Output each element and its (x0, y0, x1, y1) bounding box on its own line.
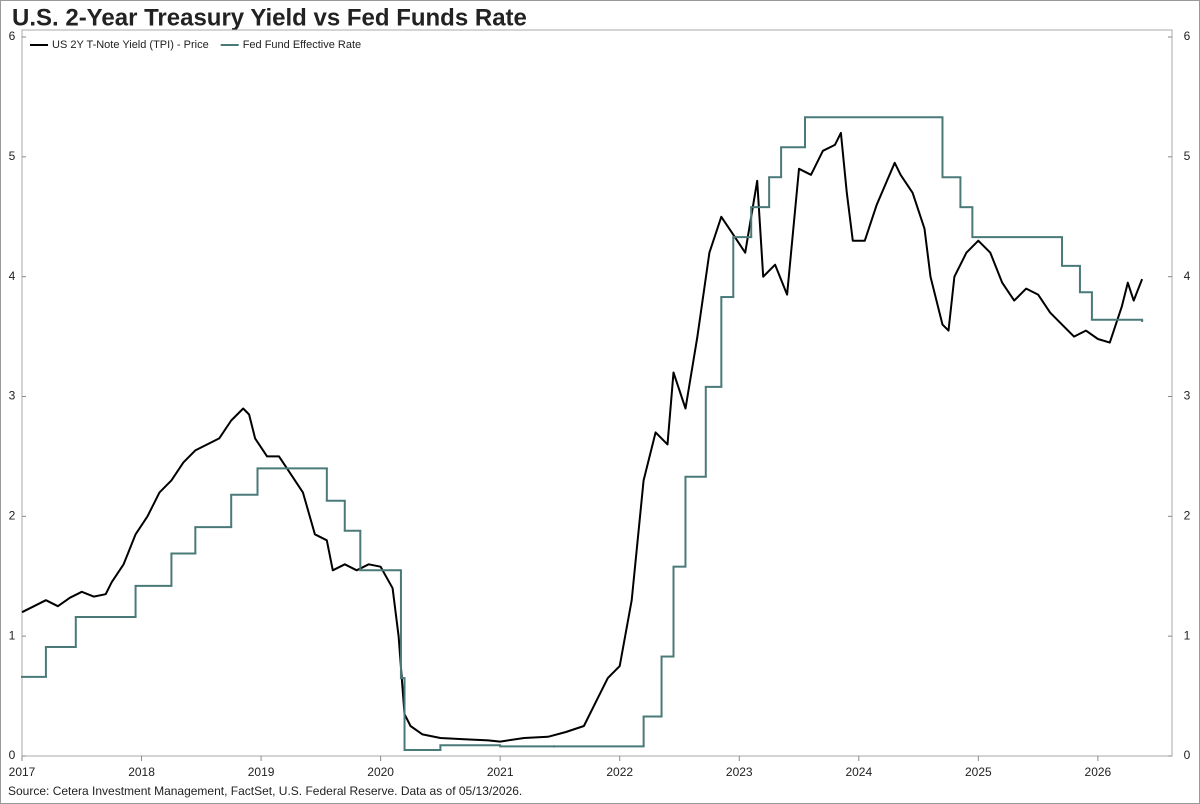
y2-tick-label: 3 (1184, 389, 1191, 403)
y-tick-label: 6 (9, 29, 16, 43)
x-tick-label: 2020 (367, 765, 394, 779)
legend-label: US 2Y T-Note Yield (TPI) - Price (52, 39, 209, 51)
x-tick-label: 2025 (965, 765, 992, 779)
y2-tick-label: 2 (1184, 509, 1191, 523)
x-tick-label: 2022 (606, 765, 633, 779)
x-tick-label: 2024 (845, 765, 872, 779)
legend-label: Fed Fund Effective Rate (243, 39, 361, 51)
y-tick-label: 4 (9, 269, 16, 283)
y2-tick-label: 1 (1184, 628, 1191, 642)
y2-tick-label: 6 (1184, 29, 1191, 43)
y-tick-label: 5 (9, 149, 16, 163)
y2-tick-label: 5 (1184, 149, 1191, 163)
y-tick-label: 3 (9, 389, 16, 403)
y-tick-label: 2 (9, 509, 16, 523)
y-tick-label: 1 (9, 628, 16, 642)
y2-tick-label: 4 (1184, 269, 1191, 283)
series-line (21, 131, 1144, 743)
chart-title: U.S. 2-Year Treasury Yield vs Fed Funds … (12, 4, 527, 31)
x-tick-label: 2026 (1085, 765, 1112, 779)
y2-tick-label: 0 (1184, 748, 1191, 762)
source-note: Source: Cetera Investment Management, Fa… (8, 784, 522, 798)
x-tick-label: 2023 (726, 765, 753, 779)
plot-frame (21, 29, 1173, 757)
y-tick-label: 0 (9, 748, 16, 762)
x-tick-label: 2021 (487, 765, 514, 779)
x-tick-label: 2017 (9, 765, 36, 779)
x-tick-label: 2019 (248, 765, 275, 779)
x-tick-label: 2018 (128, 765, 155, 779)
